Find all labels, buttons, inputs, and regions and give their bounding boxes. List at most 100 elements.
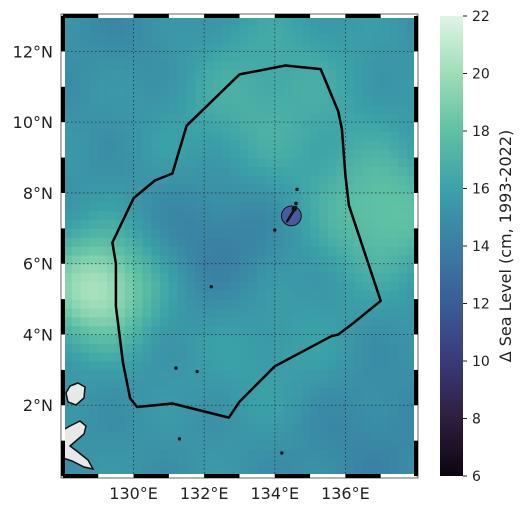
field-cell [133, 378, 144, 389]
field-cell [168, 334, 179, 344]
field-cell [80, 272, 91, 282]
field-cell [380, 157, 391, 167]
field-cell [142, 254, 152, 265]
field-cell [398, 369, 408, 380]
field-cell [327, 69, 338, 79]
field-cell [363, 95, 373, 106]
field-cell [389, 166, 399, 176]
field-cell [107, 299, 117, 309]
field-cell [318, 77, 329, 88]
field-cell [292, 352, 302, 362]
field-cell [380, 148, 391, 159]
field-cell [265, 86, 276, 97]
field-cell [407, 95, 416, 106]
field-cell [124, 405, 135, 415]
field-cell [336, 69, 346, 79]
field-cell [327, 77, 338, 88]
field-cell [239, 228, 249, 238]
field-cell [186, 104, 196, 114]
field-cell [151, 157, 161, 167]
field-cell [265, 60, 276, 70]
field-cell [63, 210, 73, 221]
field-cell [301, 157, 311, 167]
field-cell [151, 387, 161, 397]
field-cell [398, 148, 408, 159]
field-cell [345, 86, 355, 97]
field-cell [98, 33, 108, 44]
field-cell [407, 69, 416, 79]
field-cell [310, 60, 320, 70]
field-cell [336, 51, 346, 61]
field-cell [318, 369, 329, 380]
field-cell [398, 16, 408, 26]
field-cell [363, 449, 373, 459]
field-cell [389, 299, 399, 309]
field-cell [407, 431, 416, 442]
field-cell [133, 228, 144, 238]
frame-segment [61, 369, 65, 406]
field-cell [133, 369, 144, 380]
field-cell [89, 281, 99, 291]
field-cell [230, 24, 241, 35]
field-cell [186, 343, 196, 353]
field-cell [345, 157, 355, 167]
field-cell [407, 77, 416, 88]
field-cell [292, 122, 302, 132]
field-cell [151, 228, 161, 238]
field-cell [107, 307, 117, 318]
field-cell [292, 431, 302, 442]
field-cell [248, 184, 258, 194]
field-cell [195, 237, 205, 247]
field-cell [221, 228, 232, 238]
field-cell [371, 175, 382, 185]
field-cell [398, 361, 408, 371]
field-cell [310, 422, 320, 433]
land-masses [63, 382, 95, 471]
field-cell [151, 290, 161, 300]
field-cell [204, 95, 214, 106]
field-cell [186, 352, 196, 362]
field-cell [107, 60, 117, 70]
field-cell [398, 272, 408, 282]
field-cell [71, 405, 82, 415]
field-cell [98, 254, 108, 265]
lat-tick-label: 4°N [23, 325, 53, 344]
field-cell [213, 175, 223, 185]
field-cell [371, 325, 382, 336]
field-cell [345, 184, 355, 194]
field-cell [310, 458, 320, 468]
field-cell [327, 467, 338, 476]
field-cell [115, 192, 126, 203]
field-cell [398, 299, 408, 309]
field-cell [115, 166, 126, 176]
field-cell [230, 219, 241, 229]
field-cell [168, 299, 179, 309]
field-cell [292, 449, 302, 459]
field-cell [195, 316, 205, 327]
field-cell [213, 33, 223, 44]
field-cell [318, 60, 329, 70]
field-cell [213, 378, 223, 389]
field-cell [98, 263, 108, 274]
field-cell [186, 290, 196, 300]
field-cell [336, 431, 346, 442]
field-cell [168, 69, 179, 79]
field-cell [345, 16, 355, 26]
field-cell [274, 281, 285, 291]
field-cell [371, 246, 382, 256]
field-cell [80, 166, 91, 176]
field-cell [80, 307, 91, 318]
field-cell [195, 263, 205, 274]
field-cell [142, 95, 152, 106]
field-cell [221, 254, 232, 265]
field-cell [371, 16, 382, 26]
field-cell [80, 95, 91, 106]
field-cell [133, 307, 144, 318]
field-cell [195, 86, 205, 97]
field-cell [354, 33, 364, 44]
field-cell [213, 387, 223, 397]
field-cell [283, 378, 294, 389]
field-cell [283, 157, 294, 167]
field-cell [301, 228, 311, 238]
field-cell [204, 184, 214, 194]
